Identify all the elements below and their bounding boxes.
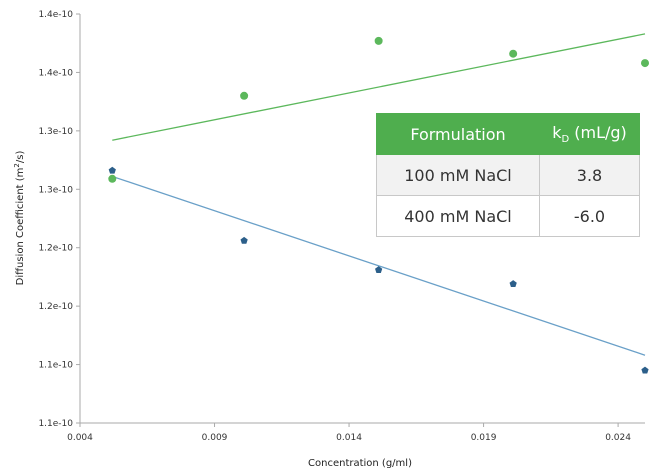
data-point-series-1 — [641, 366, 649, 374]
kd-header-unit: (mL/g) — [569, 122, 627, 142]
y-ticks: 1.4e-10 1.4e-10 1.3e-10 1.3e-10 1.2e-10 1.2e-… — [38, 10, 80, 429]
y-tick-label: 1.1e-10 — [38, 361, 73, 371]
y-tick-label: 1.4e-10 — [38, 10, 73, 20]
kd-cell: 3.8 — [539, 154, 640, 196]
table-row: 100 mM NaCl 3.8 — [376, 154, 640, 196]
trendline-series-1 — [112, 175, 646, 356]
trendlines — [112, 33, 646, 356]
y-tick-label: 1.2e-10 — [38, 244, 73, 254]
x-tick-label: 0.019 — [471, 433, 497, 443]
data-point-series-0 — [641, 59, 649, 68]
y-tick-label: 1.3e-10 — [38, 127, 73, 137]
data-point-series-1 — [509, 280, 517, 288]
data-point-series-0 — [374, 36, 383, 45]
kd-table-header-row: Formulation kD (mL/g) — [376, 113, 640, 155]
points — [108, 36, 649, 374]
kd-table: Formulation kD (mL/g) 100 mM NaCl 3.8 40… — [376, 113, 640, 237]
x-ticks: 0.004 0.009 0.014 0.019 0.024 — [67, 423, 631, 443]
data-point-series-0 — [108, 174, 117, 183]
x-tick-label: 0.014 — [336, 433, 362, 443]
data-point-series-1 — [108, 166, 116, 174]
kd-cell: -6.0 — [539, 195, 640, 237]
y-tick-label: 1.3e-10 — [38, 185, 73, 195]
x-tick-label: 0.024 — [605, 433, 631, 443]
axes — [79, 14, 645, 424]
formulation-cell: 400 mM NaCl — [376, 195, 540, 237]
y-tick-label: 1.2e-10 — [38, 302, 73, 312]
y-tick-label: 1.1e-10 — [38, 419, 73, 429]
x-axis-label: Concentration (g/ml) — [308, 458, 412, 469]
y-axis-label-sup: 2 — [13, 163, 21, 167]
y-axis-label-main: Diffusion Coefficient (m — [15, 168, 26, 286]
formulation-cell: 100 mM NaCl — [376, 154, 540, 196]
data-point-series-1 — [375, 266, 383, 273]
y-tick-label: 1.4e-10 — [38, 68, 73, 78]
y-axis-label-end: /s) — [15, 151, 26, 164]
data-point-series-0 — [240, 91, 249, 100]
data-point-series-1 — [240, 236, 248, 244]
table-row: 400 mM NaCl -6.0 — [376, 195, 640, 237]
x-tick-label: 0.004 — [67, 433, 93, 443]
y-axis-label: Diffusion Coefficient (m2/s) — [13, 151, 26, 286]
kd-table-header-kd: kD (mL/g) — [539, 113, 640, 155]
trendline-series-0 — [112, 33, 646, 141]
x-tick-label: 0.009 — [202, 433, 228, 443]
data-point-series-0 — [509, 49, 518, 58]
kd-header-sub: D — [561, 134, 570, 146]
kd-header-k: k — [552, 122, 562, 142]
kd-table-header-formulation: Formulation — [376, 113, 540, 155]
